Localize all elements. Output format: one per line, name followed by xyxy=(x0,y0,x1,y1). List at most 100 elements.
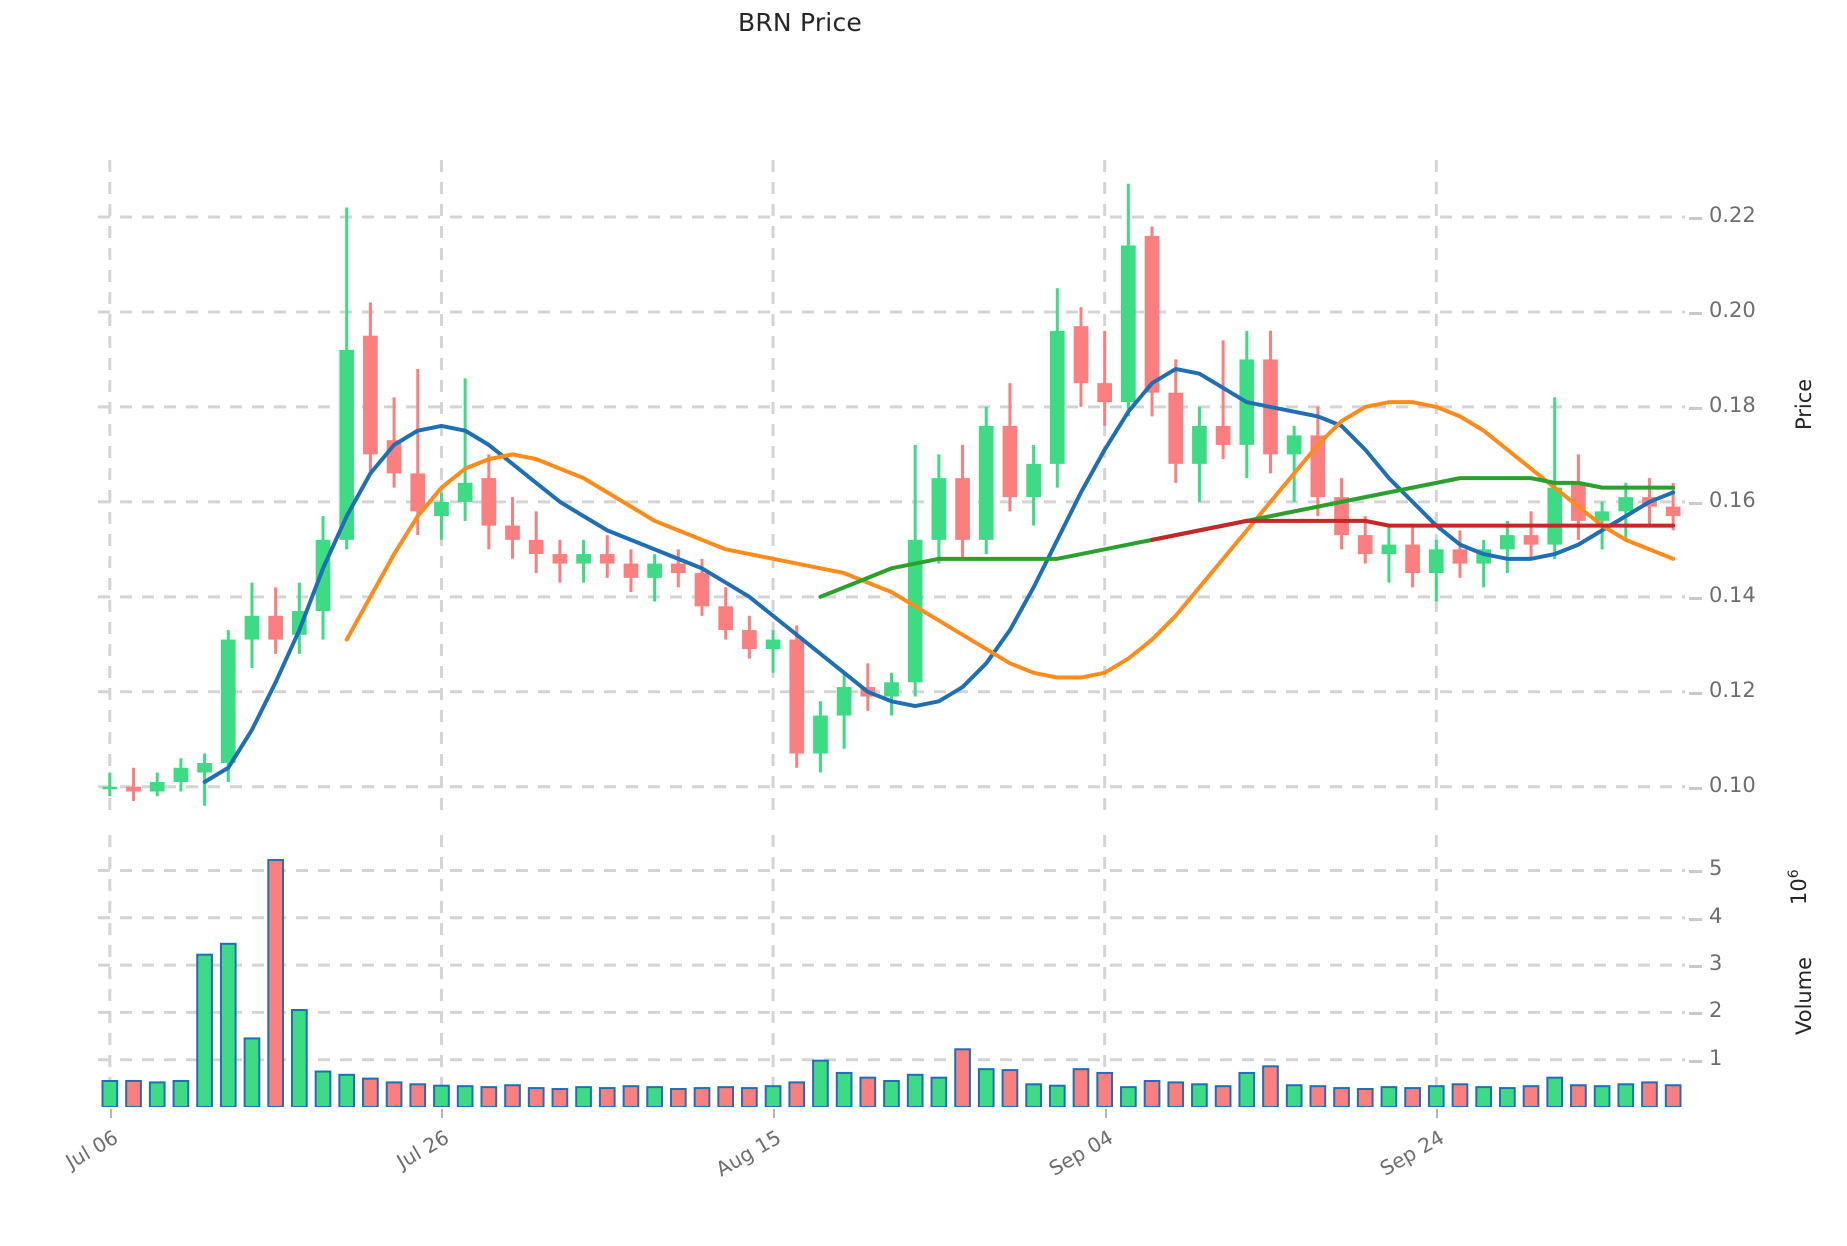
candlestick xyxy=(765,630,781,673)
candlestick xyxy=(884,672,899,716)
x-tick-mark xyxy=(1104,1109,1107,1118)
volume-bar xyxy=(741,1087,758,1107)
candlestick xyxy=(102,772,118,797)
candlestick xyxy=(1547,397,1563,559)
volume-bar xyxy=(1143,1079,1161,1107)
candlestick xyxy=(1121,183,1136,417)
candlestick xyxy=(978,406,994,555)
candlestick xyxy=(1428,539,1444,602)
x-tick-mark xyxy=(773,1109,776,1118)
candlestick xyxy=(718,587,734,640)
volume-tick-label-mark xyxy=(1689,965,1702,969)
volume-bar xyxy=(1404,1087,1421,1107)
x-tick-label: Jul 06 xyxy=(61,1125,122,1174)
volume-bar xyxy=(362,1077,379,1107)
volume-bar xyxy=(788,1081,806,1107)
volume-bar xyxy=(812,1059,829,1107)
candlestick xyxy=(1002,383,1018,512)
volume-bar xyxy=(1593,1085,1611,1107)
candlestick xyxy=(1026,444,1041,526)
price-tick-label-mark xyxy=(1689,406,1702,410)
volume-bar xyxy=(433,1084,450,1107)
volume-tick-label: 4 xyxy=(1709,903,1723,928)
candlestick xyxy=(1381,525,1397,583)
candlestick xyxy=(623,549,639,593)
moving-average-line-ma-blue xyxy=(202,366,1676,785)
volume-tick-label: 1 xyxy=(1709,1045,1723,1070)
candlestick xyxy=(907,444,923,697)
x-tick-mark xyxy=(1436,1109,1439,1118)
volume-bar xyxy=(1641,1081,1658,1107)
candlestick xyxy=(647,554,662,602)
candlestick xyxy=(1500,520,1515,574)
volume-bar xyxy=(314,1070,332,1107)
candlestick xyxy=(1523,511,1539,559)
candlestick xyxy=(931,454,947,564)
volume-chart-panel xyxy=(98,835,1685,1107)
volume-bar xyxy=(1167,1081,1185,1107)
volume-bar xyxy=(575,1086,592,1107)
volume-bar xyxy=(504,1084,521,1107)
candlestick xyxy=(363,302,378,474)
candlestick xyxy=(1357,516,1373,564)
volume-bar xyxy=(1262,1065,1279,1107)
candlestick xyxy=(1049,288,1065,488)
candlestick xyxy=(576,539,591,583)
candlestick xyxy=(1452,530,1468,578)
volume-bar xyxy=(859,1076,877,1107)
volume-bar xyxy=(693,1087,711,1107)
volume-bar xyxy=(1333,1087,1350,1107)
candlestick xyxy=(813,701,828,773)
volume-bar xyxy=(1191,1083,1208,1107)
candlestick xyxy=(1263,330,1278,474)
volume-bar xyxy=(883,1079,900,1107)
volume-tick-label-mark xyxy=(1689,870,1702,874)
candlestick xyxy=(1618,482,1634,540)
volume-bar xyxy=(1048,1084,1066,1107)
volume-bar xyxy=(290,1009,308,1107)
volume-bar xyxy=(409,1083,427,1107)
volume-exp-sup: 6 xyxy=(1786,869,1802,879)
volume-bar xyxy=(1120,1086,1137,1107)
moving-average-line-ma-orange xyxy=(344,400,1676,680)
x-tick-label: Sep 04 xyxy=(1044,1125,1117,1181)
candlestick xyxy=(149,772,165,797)
candlestick xyxy=(1097,330,1113,426)
price-tick-label: 0.10 xyxy=(1709,772,1756,797)
candlestick xyxy=(528,511,544,574)
price-tick-label-mark xyxy=(1689,691,1702,695)
volume-bar xyxy=(1617,1083,1635,1107)
price-tick-label: 0.18 xyxy=(1709,392,1756,417)
volume-bar xyxy=(598,1087,616,1107)
volume-bar xyxy=(1072,1068,1090,1107)
candlestick xyxy=(1286,425,1302,502)
candlestick xyxy=(410,368,426,536)
volume-bar xyxy=(622,1085,640,1107)
volume-bar xyxy=(1475,1086,1493,1107)
x-tick-label: Aug 15 xyxy=(711,1125,786,1182)
volume-bar xyxy=(930,1076,948,1107)
candlestick xyxy=(1168,359,1184,483)
candlestick xyxy=(220,630,236,783)
volume-bar xyxy=(954,1048,971,1107)
candlestick xyxy=(836,672,852,749)
price-tick-label: 0.12 xyxy=(1709,677,1756,702)
price-chart-panel xyxy=(98,160,1685,820)
volume-bar xyxy=(1214,1085,1232,1107)
candlestick xyxy=(457,378,473,521)
price-tick-label-mark xyxy=(1689,596,1702,600)
candlestick xyxy=(599,535,615,578)
volume-bar xyxy=(669,1088,687,1107)
price-tick-label-mark xyxy=(1689,786,1702,790)
candlestick xyxy=(552,539,568,583)
candlestick xyxy=(126,767,141,802)
candlestick xyxy=(244,582,260,669)
candlestick xyxy=(955,444,970,559)
price-tick-label: 0.16 xyxy=(1709,487,1756,512)
volume-bar xyxy=(1309,1085,1327,1107)
candlestick xyxy=(1310,406,1326,517)
candlestick xyxy=(268,587,283,654)
candlestick xyxy=(1476,539,1492,588)
candlestick xyxy=(1405,525,1420,588)
volume-bar xyxy=(196,953,213,1107)
